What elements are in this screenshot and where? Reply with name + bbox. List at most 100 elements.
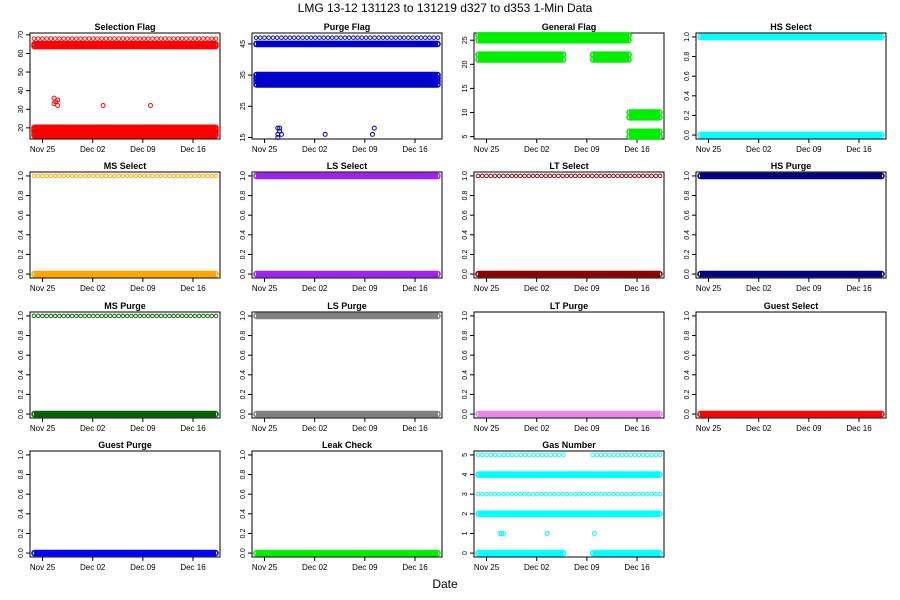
data-point	[209, 36, 215, 41]
data-point	[213, 173, 219, 179]
data-point	[514, 452, 519, 458]
x-tick-label: Nov 25	[696, 424, 722, 433]
data-point	[611, 491, 616, 497]
y-tick-label: 0.0	[18, 409, 25, 419]
data-band	[697, 270, 885, 278]
band-mark	[253, 270, 441, 278]
data-point	[548, 452, 553, 458]
data-point	[573, 173, 578, 179]
data-point	[69, 173, 75, 179]
data-point	[61, 173, 66, 179]
data-point	[61, 36, 66, 41]
data-point	[497, 452, 502, 458]
y-tick-label: 1.0	[240, 171, 247, 181]
panel-selection-flag: Selection Flag 20 30 40 50 60 70 Nov 25 Dec 02 De…	[18, 22, 221, 154]
data-point	[653, 491, 659, 497]
y-tick-label: 0.2	[240, 528, 247, 538]
x-tick-label: Dec 16	[402, 424, 428, 433]
data-point	[598, 491, 603, 497]
data-point	[384, 35, 390, 40]
data-point	[619, 173, 625, 179]
x-tick-label: Dec 16	[180, 424, 206, 433]
data-point	[624, 452, 629, 458]
data-point	[57, 313, 62, 319]
y-tick-label: 0.6	[684, 71, 691, 81]
data-point	[175, 36, 181, 41]
data-point	[213, 313, 219, 319]
y-tick-label: 5	[462, 135, 469, 139]
data-band	[475, 549, 567, 557]
y-tick-label: 1.0	[18, 171, 25, 181]
data-point	[594, 452, 600, 458]
y-tick-label: 0.4	[240, 230, 247, 240]
band-mark	[626, 133, 663, 140]
y-tick-label: 15	[240, 133, 247, 141]
data-band	[253, 312, 441, 320]
x-tick-label: Nov 25	[474, 563, 500, 572]
data-point	[480, 452, 485, 458]
data-point	[48, 173, 54, 179]
data-point	[184, 313, 189, 319]
data-point	[57, 36, 62, 41]
data-point	[619, 491, 625, 497]
data-point	[505, 491, 510, 497]
y-tick-label: 0.8	[18, 470, 25, 480]
data-point	[496, 491, 502, 497]
y-tick-label: 0.8	[684, 52, 691, 62]
y-tick-label: 45	[240, 40, 247, 48]
data-point	[547, 491, 553, 497]
data-point	[146, 313, 151, 319]
band-mark	[697, 172, 885, 180]
data-point	[590, 491, 595, 497]
panel-leak-check: Leak Check 0.0 0.2 0.4 0.6 0.8 1.0 Nov 25 Dec 02…	[240, 440, 443, 572]
y-tick-label: 0.0	[462, 409, 469, 419]
x-tick-label: Dec 09	[574, 424, 600, 433]
data-point	[606, 491, 612, 497]
data-band	[253, 172, 441, 180]
data-point	[363, 35, 369, 40]
data-point	[484, 452, 489, 458]
data-point	[355, 35, 360, 40]
data-point	[615, 173, 620, 179]
data-point	[262, 35, 267, 40]
data-point	[44, 36, 49, 41]
data-point	[585, 491, 591, 497]
data-point	[628, 173, 633, 179]
data-point	[65, 36, 71, 41]
x-tick-label: Dec 16	[846, 424, 872, 433]
y-tick-label: 0.6	[240, 350, 247, 360]
data-point	[120, 36, 126, 41]
data-point	[69, 36, 75, 41]
data-point	[543, 491, 548, 497]
data-point	[518, 452, 524, 458]
x-tick-label: Dec 02	[524, 563, 550, 572]
data-point	[31, 313, 37, 319]
data-point	[560, 491, 565, 497]
plot-frame	[473, 171, 665, 279]
data-point	[501, 452, 506, 458]
data-point	[501, 173, 506, 179]
data-point	[74, 313, 79, 319]
data-point	[287, 35, 293, 40]
data-point	[484, 173, 489, 179]
data-point	[179, 313, 185, 319]
data-point	[376, 35, 381, 40]
data-point	[623, 173, 629, 179]
x-tick-label: Nov 25	[252, 145, 278, 154]
data-point	[35, 173, 41, 179]
data-point	[435, 35, 441, 40]
data-point	[369, 131, 375, 137]
x-tick-label: Nov 25	[30, 424, 56, 433]
data-point	[120, 173, 126, 179]
data-point	[103, 173, 109, 179]
y-tick-label: 1.0	[684, 32, 691, 42]
data-point	[201, 313, 206, 319]
data-point	[304, 35, 310, 40]
data-point	[628, 491, 633, 497]
data-point	[35, 36, 41, 41]
y-tick-label: 0.8	[240, 470, 247, 480]
data-point	[602, 491, 608, 497]
x-tick-label: Dec 02	[302, 284, 328, 293]
